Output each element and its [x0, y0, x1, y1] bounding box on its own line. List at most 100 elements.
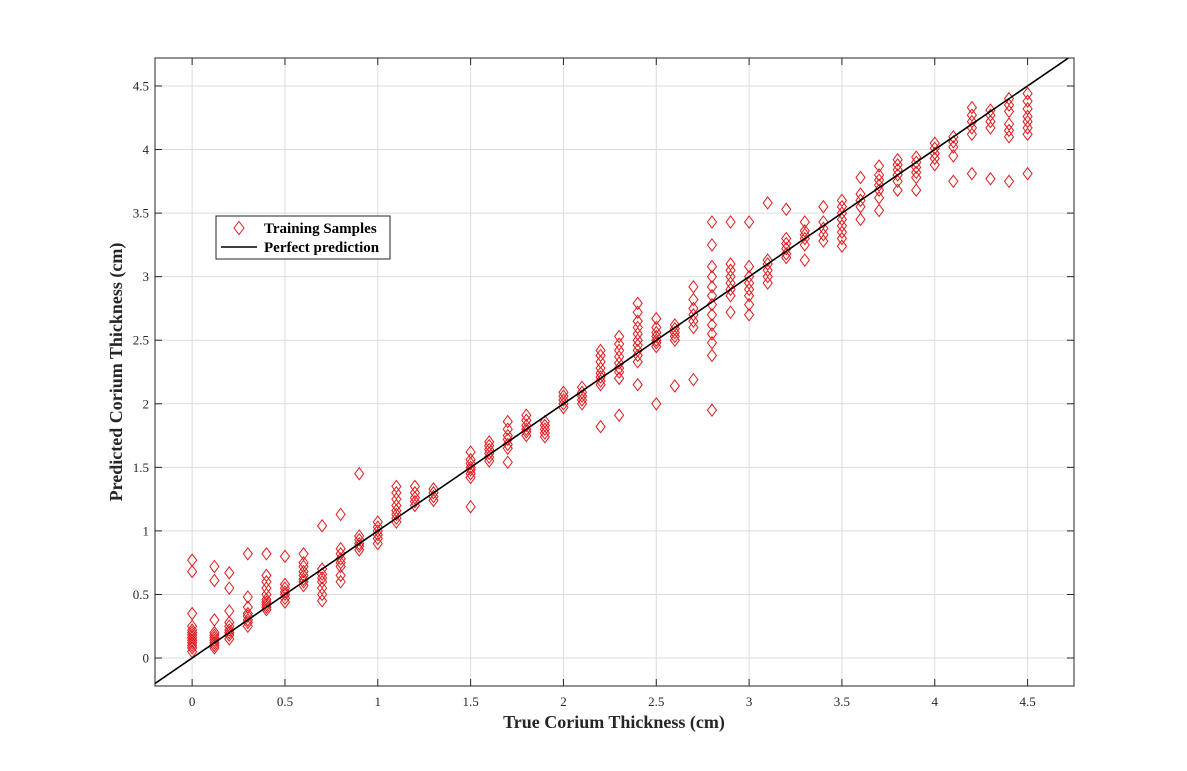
sample-point	[1022, 114, 1033, 129]
sample-point	[836, 212, 848, 227]
sample-point	[632, 377, 643, 392]
sample-point	[873, 168, 885, 182]
sample-point	[224, 615, 235, 630]
sample-point	[688, 320, 699, 335]
sample-point	[298, 555, 309, 570]
sample-point	[614, 349, 625, 364]
sample-point	[669, 318, 680, 332]
sample-point	[428, 482, 439, 496]
sample-point	[1003, 174, 1015, 189]
legend-box	[215, 215, 391, 260]
sample-point	[632, 338, 643, 353]
x-tick-label: 2.5	[648, 694, 664, 709]
sample-point	[209, 633, 220, 648]
sample-point	[651, 320, 662, 335]
sample-point	[706, 307, 718, 322]
sample-point	[743, 288, 755, 303]
sample-point	[706, 297, 718, 312]
sample-point	[209, 628, 220, 642]
sample-point	[706, 215, 718, 229]
sample-point	[316, 593, 328, 608]
sample-point	[781, 231, 792, 246]
y-tick-label: 4	[143, 142, 150, 157]
sample-point	[595, 361, 606, 376]
sample-point	[873, 159, 885, 173]
sample-point	[335, 507, 346, 522]
sample-point	[521, 424, 532, 439]
sample-point	[725, 257, 736, 271]
sample-point	[818, 227, 829, 242]
legend: Training Samples Perfect prediction	[215, 215, 391, 260]
sample-point	[892, 183, 903, 198]
sample-point	[187, 641, 198, 655]
sample-point	[762, 269, 773, 284]
sample-point	[911, 170, 922, 185]
sample-point	[187, 638, 198, 653]
sample-point	[985, 121, 996, 135]
sample-point	[966, 100, 978, 115]
sample-point	[632, 354, 643, 369]
sample-point	[632, 348, 643, 363]
sample-point	[465, 452, 476, 467]
sample-point	[1022, 94, 1033, 109]
sample-point	[614, 337, 625, 351]
sample-point	[502, 422, 513, 437]
sample-point	[929, 151, 940, 166]
sample-point	[706, 269, 718, 284]
sample-point	[632, 320, 643, 335]
sample-point	[929, 157, 940, 172]
x-tick-label: 0.5	[277, 694, 293, 709]
sample-point	[595, 343, 606, 358]
sample-point	[261, 587, 272, 602]
x-tick-label: 3	[746, 694, 753, 709]
sample-point	[261, 574, 272, 589]
sample-point	[316, 587, 328, 602]
sample-point	[224, 581, 235, 595]
legend-label-training-samples: Training Samples	[264, 221, 377, 237]
sample-point	[391, 492, 402, 506]
sample-point	[521, 413, 532, 428]
sample-point	[614, 343, 625, 358]
sample-point	[948, 149, 959, 163]
sample-point	[688, 314, 699, 328]
y-tick-label: 1	[143, 523, 150, 538]
sample-point	[706, 327, 718, 341]
y-tick-label: 2.5	[133, 333, 149, 348]
sample-point	[279, 549, 291, 564]
sample-point	[409, 485, 421, 500]
sample-point	[372, 515, 383, 529]
sample-point	[762, 263, 773, 278]
sample-point	[632, 333, 643, 348]
sample-point	[966, 166, 978, 181]
sample-point	[706, 403, 718, 417]
sample-point	[391, 498, 402, 513]
sample-point	[335, 546, 346, 561]
sample-point	[892, 152, 903, 167]
sample-point	[209, 559, 220, 574]
sample-point	[743, 259, 755, 274]
sample-point	[818, 215, 829, 229]
sample-point	[873, 203, 885, 218]
sample-point	[706, 279, 718, 294]
sample-point	[855, 170, 866, 185]
sample-point	[836, 239, 848, 253]
sample-point	[372, 536, 383, 551]
sample-point	[391, 485, 402, 500]
plot-frame	[154, 57, 1075, 687]
y-tick-label: 4.5	[133, 78, 149, 93]
sample-point	[502, 437, 513, 452]
sample-point	[187, 630, 198, 645]
sample-point	[187, 635, 198, 650]
sample-point	[706, 259, 718, 274]
sample-point	[372, 520, 383, 534]
y-tick-label: 0.5	[133, 587, 149, 602]
sample-point	[725, 305, 736, 320]
sample-point	[799, 224, 810, 238]
sample-point	[242, 600, 253, 615]
sample-point	[743, 297, 755, 312]
sample-point	[335, 541, 346, 556]
perfect-prediction-line	[155, 58, 1070, 685]
sample-point	[576, 385, 588, 400]
sample-point	[187, 633, 198, 648]
sample-point	[688, 279, 699, 294]
